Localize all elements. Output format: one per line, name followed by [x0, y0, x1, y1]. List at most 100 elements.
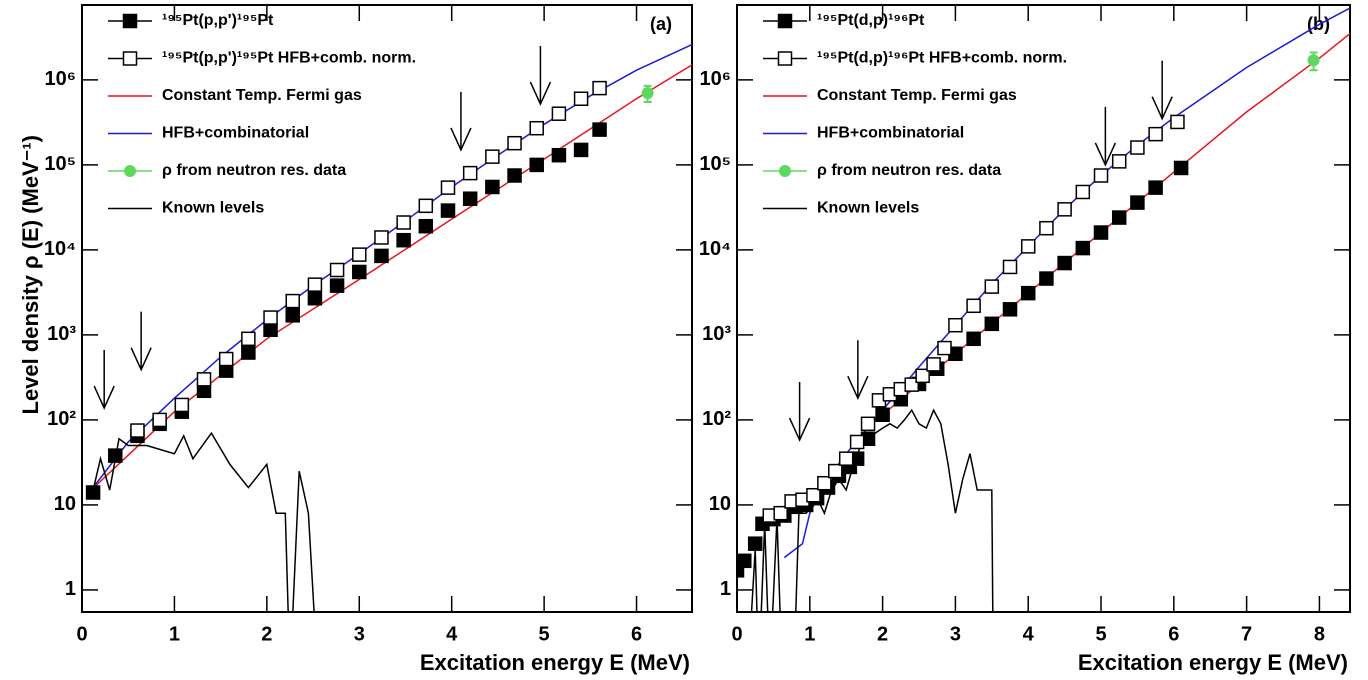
data-point [737, 563, 745, 578]
plot-area [737, 7, 1350, 612]
data-point [529, 120, 544, 136]
data-point [1170, 114, 1185, 130]
x-tick-label: 0 [76, 623, 87, 645]
arrow [93, 350, 115, 410]
plot-frame [81, 4, 693, 613]
x-tick-label: 2 [261, 623, 272, 645]
y-tick-label: 10⁵ [44, 153, 76, 175]
data-point [507, 135, 522, 151]
data-point [241, 331, 256, 347]
x-tick-label: 6 [631, 623, 642, 645]
data-point [307, 277, 323, 292]
data-point [374, 230, 389, 245]
x-tick-label: 5 [539, 623, 550, 645]
data-point [937, 340, 952, 356]
x-tick-label: 3 [354, 623, 365, 645]
data-point [529, 157, 544, 173]
y-tick-label: 10⁴ [44, 238, 76, 260]
data-point [551, 106, 567, 121]
legend-label: Known levels [817, 200, 919, 217]
y-tick-label: 10 [709, 493, 731, 515]
legend-label: ρ from neutron res. data [817, 162, 1001, 179]
data-point [1093, 168, 1109, 183]
panel-label: (a) [650, 14, 672, 34]
legend-marker [124, 165, 136, 177]
y-tick-label: 10⁴ [699, 238, 731, 260]
data-point [1039, 220, 1054, 236]
data-point [817, 475, 832, 491]
data-point [773, 505, 788, 521]
data-point [573, 142, 589, 158]
data-point [1130, 195, 1145, 210]
data-point [108, 448, 123, 463]
plot-area [85, 43, 692, 612]
data-point [1020, 285, 1036, 301]
data-point [641, 87, 654, 100]
plot-frame [736, 4, 1351, 613]
y-tick-label: 10⁵ [699, 153, 731, 175]
data-point [329, 262, 345, 278]
x-axis-label: Excitation energy E (MeV) [420, 650, 690, 675]
legend-label: Known levels [162, 200, 264, 217]
data-point [592, 122, 607, 137]
data-line [90, 431, 315, 612]
data-point [396, 232, 411, 248]
y-tick-label: 10³ [702, 323, 731, 345]
arrow [788, 382, 811, 442]
legend-marker [779, 165, 791, 177]
data-point [285, 308, 300, 323]
data-point [352, 264, 367, 280]
data-point [196, 372, 212, 387]
data-point [285, 293, 300, 309]
data-point [1075, 184, 1091, 200]
legend-marker [122, 13, 138, 29]
data-point [418, 218, 434, 234]
data-point [1148, 180, 1163, 195]
data-point [926, 357, 941, 372]
data-line [90, 43, 692, 491]
legend-marker [777, 51, 793, 66]
x-tick-label: 5 [1095, 623, 1106, 645]
x-tick-label: 6 [1168, 623, 1179, 645]
y-tick-label: 10⁶ [45, 68, 76, 90]
data-point [507, 168, 522, 183]
legend-label: HFB+combinatorial [162, 125, 309, 142]
x-tick-label: 8 [1314, 623, 1325, 645]
y-tick-label: 1 [65, 578, 76, 600]
legend-label: ¹⁹⁵Pt(p,p')¹⁹⁵Pt [162, 12, 274, 29]
data-point [948, 317, 963, 333]
data-point [130, 423, 145, 438]
y-tick-label: 1 [720, 578, 731, 600]
x-tick-label: 1 [169, 623, 180, 645]
y-tick-label: 10³ [47, 323, 76, 345]
legend-marker [122, 51, 138, 66]
data-point [1148, 126, 1163, 142]
x-tick-label: 7 [1241, 623, 1252, 645]
y-tick-label: 10 [54, 493, 76, 515]
data-point [307, 290, 323, 306]
data-point [838, 451, 854, 466]
data-point [263, 322, 278, 337]
y-tick-label: 10⁶ [700, 68, 731, 90]
arrow [130, 311, 152, 372]
data-point [1002, 302, 1018, 317]
arrow [450, 91, 472, 152]
x-tick-label: 3 [950, 623, 961, 645]
data-point [1307, 54, 1320, 67]
data-point [418, 198, 434, 214]
data-point [1020, 239, 1036, 254]
data-point [1111, 210, 1127, 225]
data-point [806, 487, 821, 503]
data-point [1093, 225, 1109, 240]
data-point [1057, 202, 1072, 217]
data-point [1002, 259, 1018, 275]
legend-label: ¹⁹⁵Pt(p,p')¹⁹⁵Pt HFB+comb. norm. [162, 50, 416, 67]
data-point [875, 407, 890, 423]
arrow [847, 340, 869, 401]
arrow [529, 46, 552, 106]
data-point [737, 553, 752, 569]
x-tick-label: 4 [1023, 623, 1035, 645]
data-point [1075, 240, 1091, 256]
data-point [374, 248, 389, 264]
